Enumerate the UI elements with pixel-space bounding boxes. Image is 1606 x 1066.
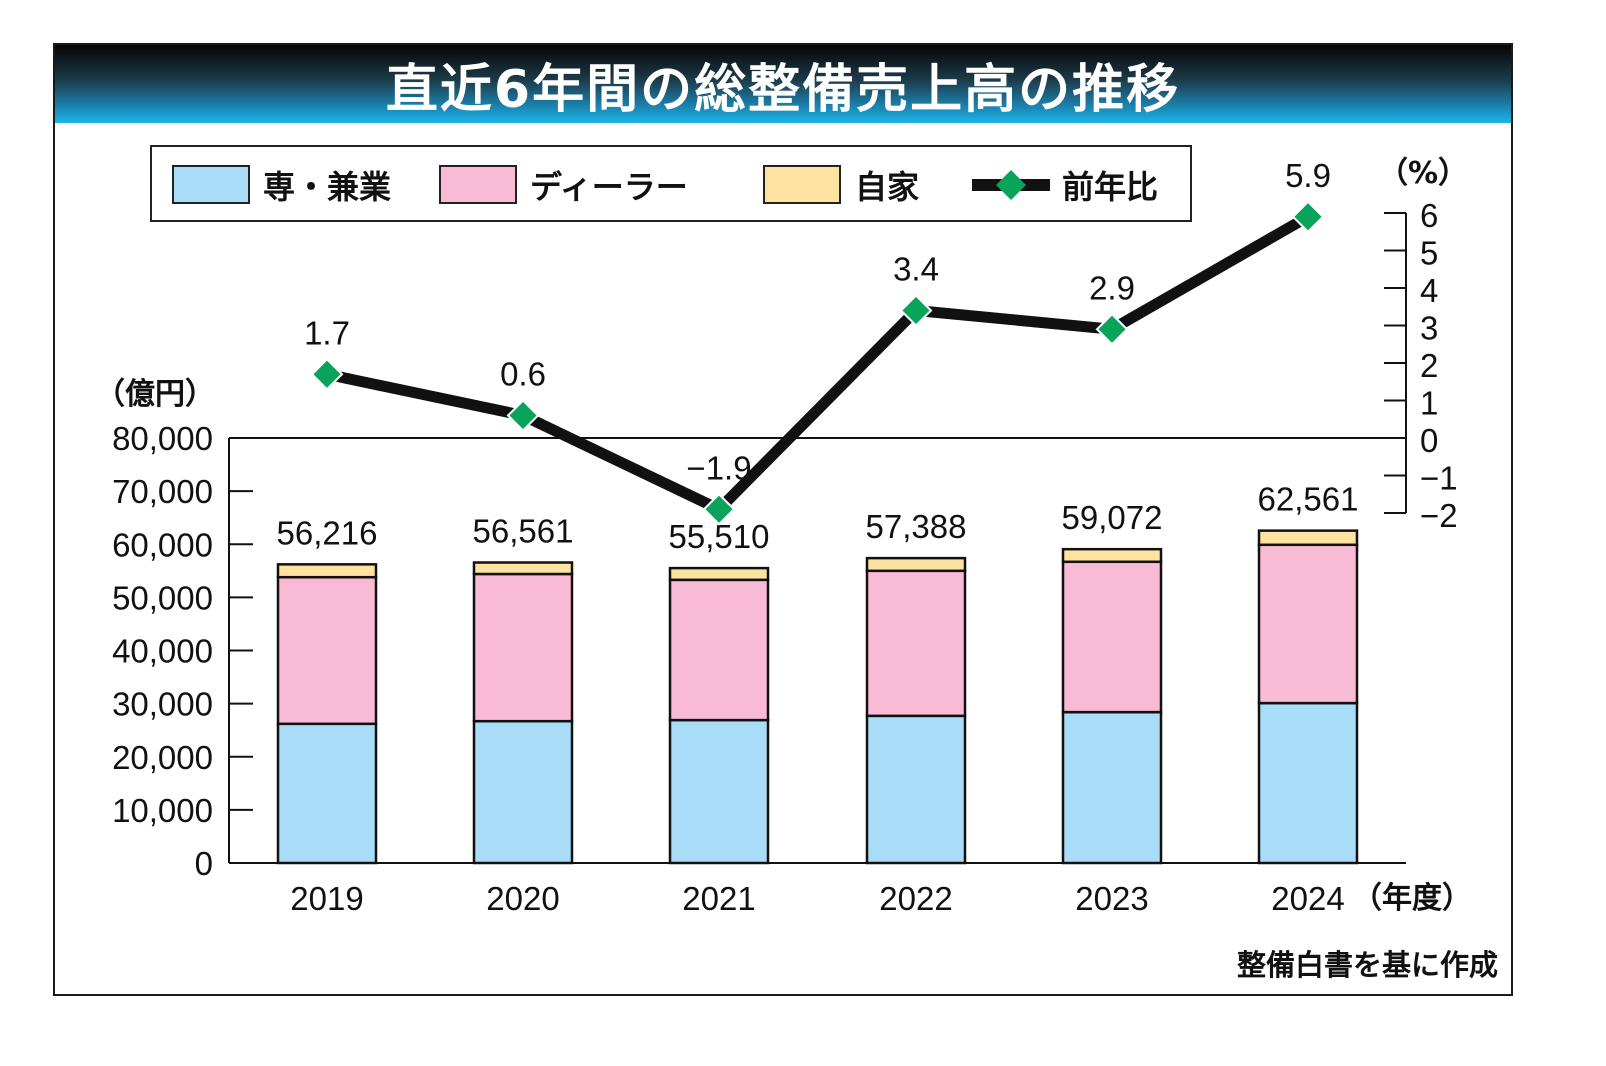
y2-tick-label: −1 bbox=[1420, 460, 1458, 497]
x-tick-label: 2019 bbox=[290, 880, 363, 917]
legend-marker-yoy bbox=[996, 170, 1026, 200]
x-tick-label: 2024 bbox=[1271, 880, 1344, 917]
stacked-bar-2022 bbox=[865, 556, 967, 865]
bar-segment-in-house bbox=[472, 561, 574, 576]
legend-label-yoy: 前年比 bbox=[1062, 168, 1158, 206]
legend-label-dealer: ディーラー bbox=[530, 168, 688, 206]
chart-title: 直近6年間の総整備売上高の推移 bbox=[385, 59, 1181, 120]
y-tick-label: 20,000 bbox=[112, 739, 213, 776]
yoy-marker bbox=[1291, 200, 1325, 234]
y2-tick-label: 6 bbox=[1420, 197, 1438, 234]
yoy-line bbox=[325, 211, 1311, 516]
y-tick-label: 10,000 bbox=[112, 792, 213, 829]
bar-segment-specialist bbox=[1061, 710, 1163, 865]
legend-swatch-in-house bbox=[763, 165, 841, 204]
legend-label-in-house: 自家 bbox=[855, 168, 919, 206]
yoy-data-label: 5.9 bbox=[1285, 157, 1331, 194]
yoy-data-label: 1.7 bbox=[304, 314, 350, 351]
y2-tick-label: 2 bbox=[1420, 347, 1438, 384]
bar-segment-specialist bbox=[472, 719, 574, 865]
y2-tick-label: 5 bbox=[1420, 235, 1438, 272]
bar-segment-specialist bbox=[1257, 701, 1359, 865]
bar-segment-in-house bbox=[1061, 547, 1163, 564]
bar-segment-specialist bbox=[668, 718, 770, 865]
legend-swatch-dealer bbox=[439, 165, 517, 204]
y-tick-label: 50,000 bbox=[112, 579, 213, 616]
y2-tick-label: 1 bbox=[1420, 385, 1438, 422]
bar-segment-in-house bbox=[668, 566, 770, 582]
bar-segment-dealer bbox=[668, 578, 770, 722]
y2-tick-label: −2 bbox=[1420, 497, 1458, 534]
y-axis-unit-label: （億円） bbox=[95, 377, 215, 412]
bar-segment-dealer bbox=[276, 575, 378, 726]
stacked-bar-2021 bbox=[668, 566, 770, 865]
x-tick-label: 2021 bbox=[682, 880, 755, 917]
yoy-data-label: 0.6 bbox=[500, 356, 546, 393]
y-axis-ticks: 0 10,000 20,000 30,000 40,000 50,000 60,000 70,… bbox=[112, 420, 253, 882]
total-label: 59,072 bbox=[1062, 499, 1163, 536]
bar-segment-in-house bbox=[865, 556, 967, 573]
total-label: 62,561 bbox=[1258, 481, 1359, 518]
stacked-bar-2023 bbox=[1061, 547, 1163, 865]
bar-segment-dealer bbox=[1257, 543, 1359, 705]
stacked-bar-2024 bbox=[1257, 529, 1359, 865]
legend: 専・兼業 ディーラー 自家 前年比 bbox=[150, 145, 1192, 222]
yoy-data-label: −1.9 bbox=[686, 449, 751, 486]
yoy-data-label: 3.4 bbox=[893, 251, 939, 288]
x-tick-label: 2023 bbox=[1075, 880, 1148, 917]
y2-tick-label: 0 bbox=[1420, 422, 1438, 459]
total-label: 56,561 bbox=[473, 513, 574, 550]
axes bbox=[228, 213, 1407, 864]
bar-segment-specialist bbox=[865, 714, 967, 865]
bars bbox=[276, 529, 1359, 865]
total-label: 56,216 bbox=[277, 514, 378, 551]
stacked-bar-2020 bbox=[472, 561, 574, 865]
bar-segment-dealer bbox=[865, 569, 967, 718]
bar-segment-dealer bbox=[1061, 560, 1163, 714]
bar-segment-specialist bbox=[276, 722, 378, 865]
yoy-marker bbox=[702, 492, 736, 526]
yoy-marker bbox=[506, 399, 540, 432]
yoy-marker bbox=[310, 357, 344, 391]
x-tick-label: 2022 bbox=[879, 880, 952, 917]
x-axis-unit-label: （年度） bbox=[1352, 881, 1472, 916]
title-bar: 直近6年間の総整備売上高の推移 bbox=[55, 45, 1511, 123]
yoy-marker bbox=[1095, 312, 1129, 346]
y-tick-label: 0 bbox=[195, 845, 213, 882]
y2-tick-label: 3 bbox=[1420, 310, 1438, 347]
bar-segment-in-house bbox=[1257, 529, 1359, 547]
legend-swatch-specialist bbox=[172, 165, 250, 204]
yoy-line-layer: 1.7 0.6 −1.9 3.4 2.9 5.9 bbox=[304, 157, 1331, 526]
source-note: 整備白書を基に作成 bbox=[1237, 948, 1498, 982]
bar-segment-dealer bbox=[472, 572, 574, 723]
stacked-bar-2019 bbox=[276, 563, 378, 865]
y2-tick-label: 4 bbox=[1420, 272, 1438, 309]
bar-segment-in-house bbox=[276, 563, 378, 579]
y2-axis-unit-label: （%） bbox=[1378, 156, 1468, 191]
y-tick-label: 30,000 bbox=[112, 686, 213, 723]
legend-label-specialist: 専・兼業 bbox=[263, 168, 391, 206]
y-tick-label: 80,000 bbox=[112, 420, 213, 457]
x-axis-labels: 2019 2020 2021 2022 2023 2024 bbox=[290, 880, 1344, 917]
yoy-data-label: 2.9 bbox=[1089, 269, 1135, 306]
total-label: 57,388 bbox=[866, 508, 967, 545]
y-tick-label: 60,000 bbox=[112, 526, 213, 563]
y-tick-label: 40,000 bbox=[112, 633, 213, 670]
y-tick-label: 70,000 bbox=[112, 473, 213, 510]
yoy-marker bbox=[899, 294, 933, 327]
x-tick-label: 2020 bbox=[486, 880, 559, 917]
